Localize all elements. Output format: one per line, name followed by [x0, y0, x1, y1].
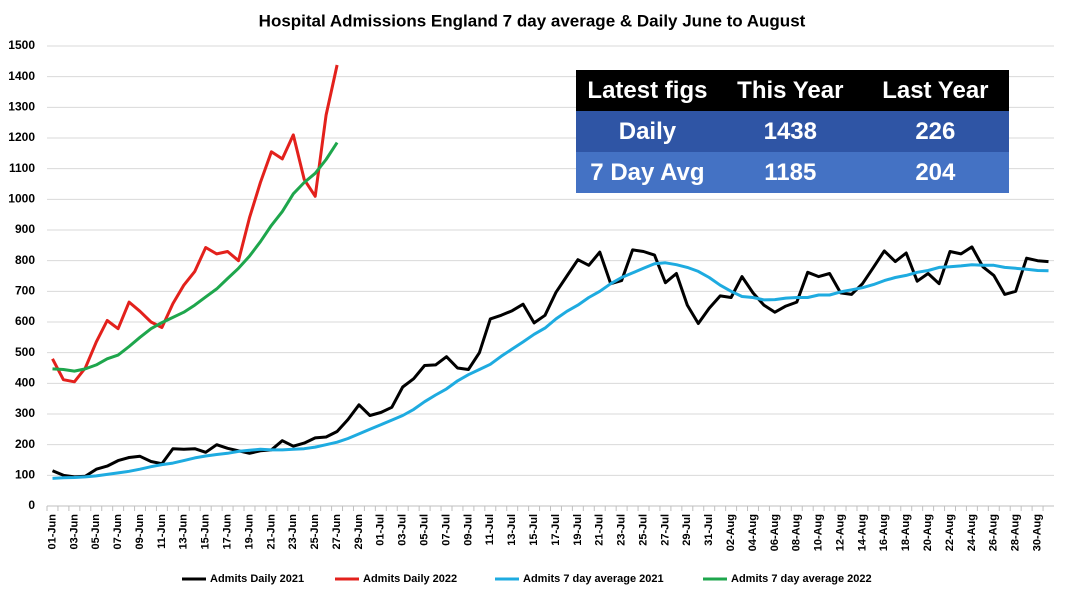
- x-tick-label: 02-Aug: [725, 514, 737, 551]
- x-tick-label: 30-Aug: [1031, 514, 1043, 551]
- series-line: [51, 64, 339, 384]
- x-tick-label: 07-Jul: [440, 514, 452, 546]
- legend-label: Admits 7 day average 2022: [731, 573, 872, 585]
- x-tick-label: 19-Jul: [572, 514, 584, 546]
- x-tick-label: 27-Jun: [331, 514, 343, 550]
- x-tick-label: 05-Jun: [90, 514, 102, 550]
- x-tick-label: 28-Aug: [1010, 514, 1022, 551]
- x-tick-label: 27-Jul: [659, 514, 671, 546]
- table-row: 7 Day Avg 1185 204: [576, 152, 1009, 193]
- latest-figures-table: Latest figs This Year Last Year Daily 1438 22…: [576, 70, 1009, 193]
- table-header-cell: This Year: [737, 76, 844, 104]
- y-tick-label: 900: [15, 222, 35, 236]
- x-tick-label: 29-Jul: [681, 514, 693, 546]
- legend-item: Admits 7 day average 2022: [703, 573, 872, 585]
- y-tick-label: 400: [15, 376, 35, 390]
- x-tick-label: 22-Aug: [944, 514, 956, 551]
- y-tick-label: 0: [28, 498, 35, 512]
- legend-label: Admits 7 day average 2021: [523, 573, 664, 585]
- x-tick-label: 11-Jun: [156, 514, 168, 549]
- table-cell: Daily: [618, 117, 677, 145]
- x-tick-label: 19-Jun: [243, 514, 255, 550]
- y-tick-label: 100: [15, 468, 35, 482]
- x-tick-label: 10-Aug: [813, 514, 825, 551]
- x-tick-label: 29-Jun: [353, 514, 365, 550]
- x-tick-label: 17-Jun: [222, 514, 234, 550]
- y-tick-label: 200: [15, 437, 35, 451]
- y-tick-label: 1200: [8, 130, 35, 144]
- x-tick-label: 11-Jul: [484, 514, 496, 545]
- table-row: Daily 1438 226: [576, 111, 1009, 152]
- legend-item: Admits Daily 2022: [335, 573, 457, 585]
- series-line: [52, 141, 339, 373]
- table-cell: 7 Day Avg: [590, 158, 705, 186]
- x-tick-label: 26-Aug: [988, 514, 1000, 551]
- table-cell: 204: [915, 158, 956, 186]
- series-line: [52, 261, 1049, 480]
- x-tick-label: 23-Jul: [616, 514, 628, 546]
- y-tick-label: 300: [15, 406, 35, 420]
- x-tick-label: 09-Jun: [134, 514, 146, 550]
- x-tick-label: 01-Jun: [46, 514, 58, 550]
- table-header-cell: Last Year: [882, 76, 989, 104]
- x-tick-label: 21-Jul: [594, 514, 606, 546]
- legend-item: Admits 7 day average 2021: [495, 573, 664, 585]
- legend-label: Admits Daily 2021: [210, 573, 304, 585]
- y-tick-label: 1000: [8, 192, 35, 206]
- x-tick-label: 12-Aug: [834, 514, 846, 551]
- x-tick-label: 25-Jul: [637, 514, 649, 546]
- x-tick-label: 31-Jul: [703, 514, 715, 546]
- x-tick-label: 05-Jul: [419, 514, 431, 546]
- x-tick-label: 06-Aug: [769, 514, 781, 551]
- x-tick-label: 08-Aug: [791, 514, 803, 551]
- chart-title: Hospital Admissions England 7 day averag…: [259, 11, 806, 30]
- y-tick-label: 700: [15, 284, 35, 298]
- table-cell: 1185: [764, 158, 817, 186]
- series-line: [51, 245, 1049, 479]
- x-tick-label: 23-Jun: [287, 514, 299, 550]
- x-tick-label: 03-Jul: [397, 514, 409, 546]
- x-tick-label: 13-Jul: [506, 514, 518, 546]
- x-tick-label: 21-Jun: [265, 514, 277, 550]
- table-cell: 1438: [763, 117, 817, 145]
- y-tick-label: 1500: [8, 38, 35, 52]
- y-tick-label: 1400: [8, 69, 35, 83]
- x-tick-label: 15-Jul: [528, 514, 540, 546]
- table-cell: 226: [915, 117, 956, 145]
- x-tick-label: 14-Aug: [856, 514, 868, 551]
- y-tick-label: 500: [15, 345, 35, 359]
- x-tick-label: 13-Jun: [178, 514, 190, 550]
- x-tick-label: 01-Jul: [375, 514, 387, 546]
- legend-label: Admits Daily 2022: [363, 573, 457, 585]
- y-tick-label: 800: [15, 253, 35, 267]
- x-tick-label: 18-Aug: [900, 514, 912, 551]
- x-tick-label: 24-Aug: [966, 514, 978, 551]
- x-tick-label: 09-Jul: [462, 514, 474, 546]
- y-tick-label: 600: [15, 314, 35, 328]
- x-tick-label: 25-Jun: [309, 514, 321, 550]
- x-tick-label: 16-Aug: [878, 514, 890, 551]
- y-tick-label: 1100: [9, 161, 35, 175]
- legend-item: Admits Daily 2021: [182, 573, 304, 585]
- x-tick-label: 20-Aug: [922, 514, 934, 551]
- x-tick-label: 15-Jun: [200, 514, 212, 550]
- table-header-row: Latest figs This Year Last Year: [576, 70, 1009, 111]
- x-tick-label: 07-Jun: [112, 514, 124, 550]
- x-tick-label: 03-Jun: [68, 514, 80, 550]
- x-tick-label: 04-Aug: [747, 514, 759, 551]
- y-tick-label: 1300: [8, 100, 35, 114]
- x-tick-label: 17-Jul: [550, 514, 562, 546]
- table-header-cell: Latest figs: [587, 76, 708, 104]
